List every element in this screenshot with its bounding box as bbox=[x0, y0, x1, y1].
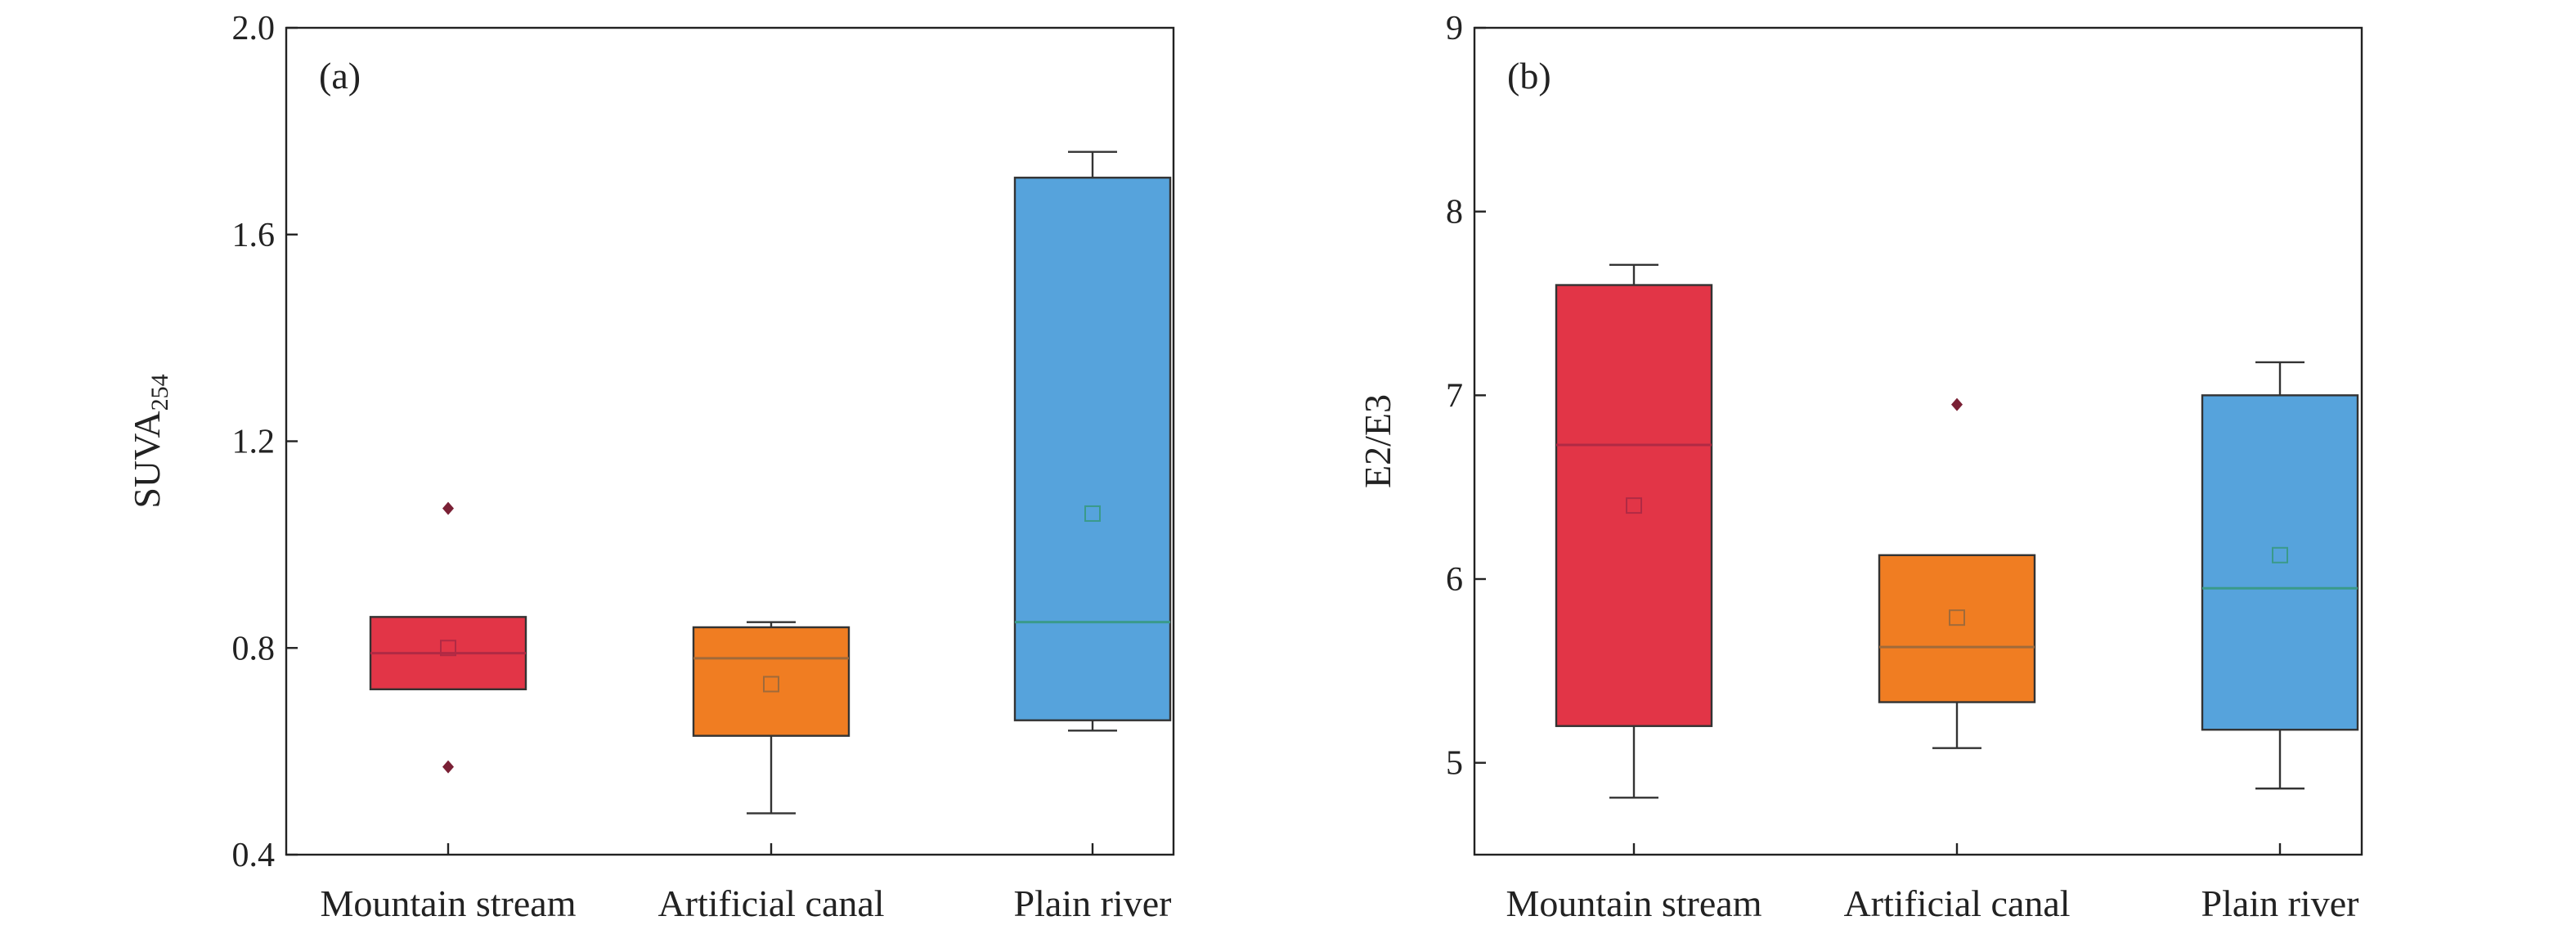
mean-marker bbox=[1626, 497, 1642, 514]
outlier-point bbox=[1951, 397, 1963, 411]
y-tick-label: 0.8 bbox=[232, 630, 276, 667]
y-axis-label: E2/E3 bbox=[1357, 394, 1398, 488]
x-tick-label: Artificial canal bbox=[1843, 882, 2070, 924]
box-artificial-canal bbox=[1878, 397, 2036, 749]
mean-marker bbox=[440, 640, 456, 657]
box-plain-river bbox=[2201, 361, 2359, 790]
box-artificial-canal bbox=[692, 621, 850, 815]
box-iqr bbox=[1013, 177, 1172, 721]
y-tick-label: 8 bbox=[1446, 194, 1463, 231]
x-tick-label: Artificial canal bbox=[657, 882, 884, 924]
panel-label: (b) bbox=[1507, 55, 1551, 97]
y-tick-label: 1.6 bbox=[232, 217, 276, 254]
y-axis-label-main: E2/E3 bbox=[1357, 394, 1398, 488]
x-tick-label: Plain river bbox=[2201, 882, 2359, 924]
x-tick-label: Mountain stream bbox=[321, 882, 577, 924]
box-iqr bbox=[692, 626, 850, 737]
mean-marker bbox=[2272, 546, 2288, 564]
panel-label: (a) bbox=[319, 55, 361, 97]
box-mountain-stream bbox=[369, 501, 527, 774]
box-iqr bbox=[1878, 554, 2036, 703]
plot-frame bbox=[1473, 26, 2363, 856]
y-tick-label: 7 bbox=[1446, 377, 1463, 415]
y-tick-label: 9 bbox=[1446, 10, 1463, 47]
box-mountain-stream bbox=[1555, 263, 1713, 799]
box-plain-river bbox=[1013, 150, 1172, 732]
mean-marker bbox=[763, 676, 779, 693]
y-axis-label: SUVA254 bbox=[126, 374, 173, 508]
y-tick-label: 0.4 bbox=[232, 837, 276, 874]
y-tick-label: 6 bbox=[1446, 561, 1463, 599]
y-axis-label-subscript: 254 bbox=[146, 374, 173, 411]
outlier-point bbox=[442, 760, 454, 774]
mean-marker bbox=[1084, 505, 1101, 522]
y-tick-label: 5 bbox=[1446, 745, 1463, 783]
box-iqr bbox=[1555, 284, 1713, 727]
y-tick-label: 2.0 bbox=[232, 10, 276, 47]
mean-marker bbox=[1949, 609, 1965, 626]
y-axis-label-main: SUVA bbox=[126, 411, 168, 508]
panel-a: 0.4 0.8 1.2 1.6 2.0 Mountain stream Artificial… bbox=[126, 10, 1175, 924]
x-tick-label: Plain river bbox=[1014, 882, 1172, 924]
outlier-point bbox=[442, 501, 454, 515]
panel-b: 5 6 7 8 9 Mountain stream Artificial canal Plai… bbox=[1357, 10, 2363, 924]
y-tick-label: 1.2 bbox=[232, 424, 276, 461]
x-tick-label: Mountain stream bbox=[1506, 882, 1762, 924]
